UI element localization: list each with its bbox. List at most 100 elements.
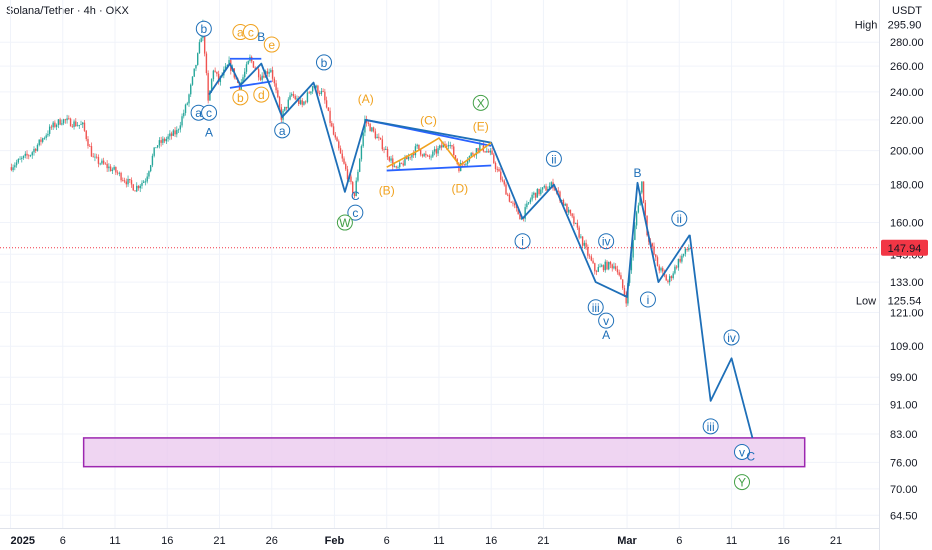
candle-body — [311, 86, 314, 92]
candle-body — [28, 155, 30, 157]
y-tick-label: 160.00 — [890, 218, 924, 230]
candle-body — [47, 133, 49, 136]
candle-body — [275, 83, 277, 91]
candle-body — [17, 159, 20, 163]
candle-body — [656, 257, 659, 267]
candle-body — [583, 242, 586, 246]
candle-body — [318, 92, 321, 94]
candle-body — [371, 127, 373, 132]
candle-body — [247, 60, 249, 65]
candle-body — [174, 130, 176, 135]
candle-body — [414, 146, 417, 156]
candle-body — [134, 190, 136, 192]
target-zone — [82, 437, 806, 468]
candle-body — [129, 178, 131, 181]
candle-body — [653, 246, 655, 255]
candle-body — [45, 135, 47, 138]
candle-body — [621, 279, 624, 289]
candle-body — [75, 121, 77, 126]
candle-body — [486, 151, 488, 153]
candle-body — [85, 130, 87, 140]
candle-body — [136, 185, 138, 192]
wave-label: iii — [592, 301, 600, 315]
candle-body — [682, 253, 685, 256]
wave-label: B — [633, 166, 641, 180]
x-tick-label: 11 — [433, 535, 444, 547]
candle-body — [684, 248, 687, 254]
candle-body — [254, 67, 256, 69]
candle-body — [99, 163, 101, 165]
candle-body — [440, 145, 443, 148]
candle-body — [127, 178, 129, 185]
candle-body — [393, 166, 396, 168]
candle-body — [181, 116, 183, 126]
candle-body — [400, 162, 403, 164]
candle-body — [73, 121, 75, 127]
candle-body — [153, 147, 155, 156]
candle-body — [566, 203, 568, 213]
candle-body — [113, 167, 115, 170]
y-tick-label: 180.00 — [890, 180, 924, 192]
candle-body — [534, 192, 537, 198]
candle-body — [66, 118, 68, 121]
wave-label-circle — [598, 312, 615, 329]
candle-body — [651, 243, 653, 247]
wave-label-circle — [723, 329, 740, 346]
y-tick-label: 91.00 — [890, 399, 918, 411]
wave-label: ii — [551, 152, 556, 166]
candle-body — [163, 138, 166, 142]
wave-label: (A) — [358, 92, 374, 106]
time-axis[interactable]: 2025 6 11 16 21 26 Feb 6 11 16 21 Mar 6 11 16 21 — [11, 535, 843, 547]
candle-body — [587, 247, 589, 256]
wave-label-circle — [734, 474, 750, 491]
candle-body — [169, 133, 171, 137]
candle-body — [95, 156, 98, 158]
candle-body — [191, 76, 194, 85]
candle-body — [470, 153, 472, 157]
wave-label: c — [352, 206, 358, 220]
candle-body — [132, 184, 134, 191]
candle-body — [688, 248, 690, 250]
candle-body — [519, 214, 521, 220]
candle-body — [139, 185, 141, 189]
candle-body — [345, 163, 347, 170]
candle-body — [574, 222, 577, 224]
price-axis[interactable]: 64.50 70.00 76.00 83.00 91.00 99.00 109.00 121.… — [890, 37, 924, 522]
candle-body — [608, 261, 610, 270]
price-tag-value: 147.94 — [888, 243, 922, 255]
candle-body — [334, 134, 336, 138]
x-tick-label: 11 — [726, 535, 737, 547]
y-tick-label: 83.00 — [890, 429, 918, 441]
candle-body — [588, 255, 591, 257]
wave-label: C — [746, 450, 755, 464]
candle-body — [160, 140, 162, 143]
candle-body — [428, 155, 431, 157]
candle-body — [261, 75, 263, 80]
candle-body — [430, 156, 432, 158]
candle-body — [155, 147, 157, 149]
candle-body — [675, 266, 678, 268]
candle-body — [308, 92, 310, 94]
axis-separator — [879, 0, 880, 550]
wave-label-circle — [274, 122, 291, 139]
candle-body — [188, 94, 190, 104]
x-tick-label: 21 — [537, 535, 549, 547]
candle-body — [144, 181, 147, 183]
candle-body — [315, 85, 317, 88]
wave-label: C — [351, 189, 360, 203]
wave-label: A — [205, 125, 213, 139]
candle-body — [82, 122, 84, 125]
candle-body — [198, 42, 201, 54]
candle-body — [372, 127, 375, 132]
candle-body — [90, 146, 93, 157]
candle-body — [78, 124, 80, 126]
marker-label-bg — [853, 16, 879, 33]
candle-body — [433, 149, 436, 152]
candle-body — [158, 140, 161, 146]
x-tick-label: 16 — [161, 535, 173, 547]
candle-body — [554, 188, 556, 190]
y-tick-label: 133.00 — [890, 277, 924, 289]
wave-label: a — [279, 124, 286, 138]
